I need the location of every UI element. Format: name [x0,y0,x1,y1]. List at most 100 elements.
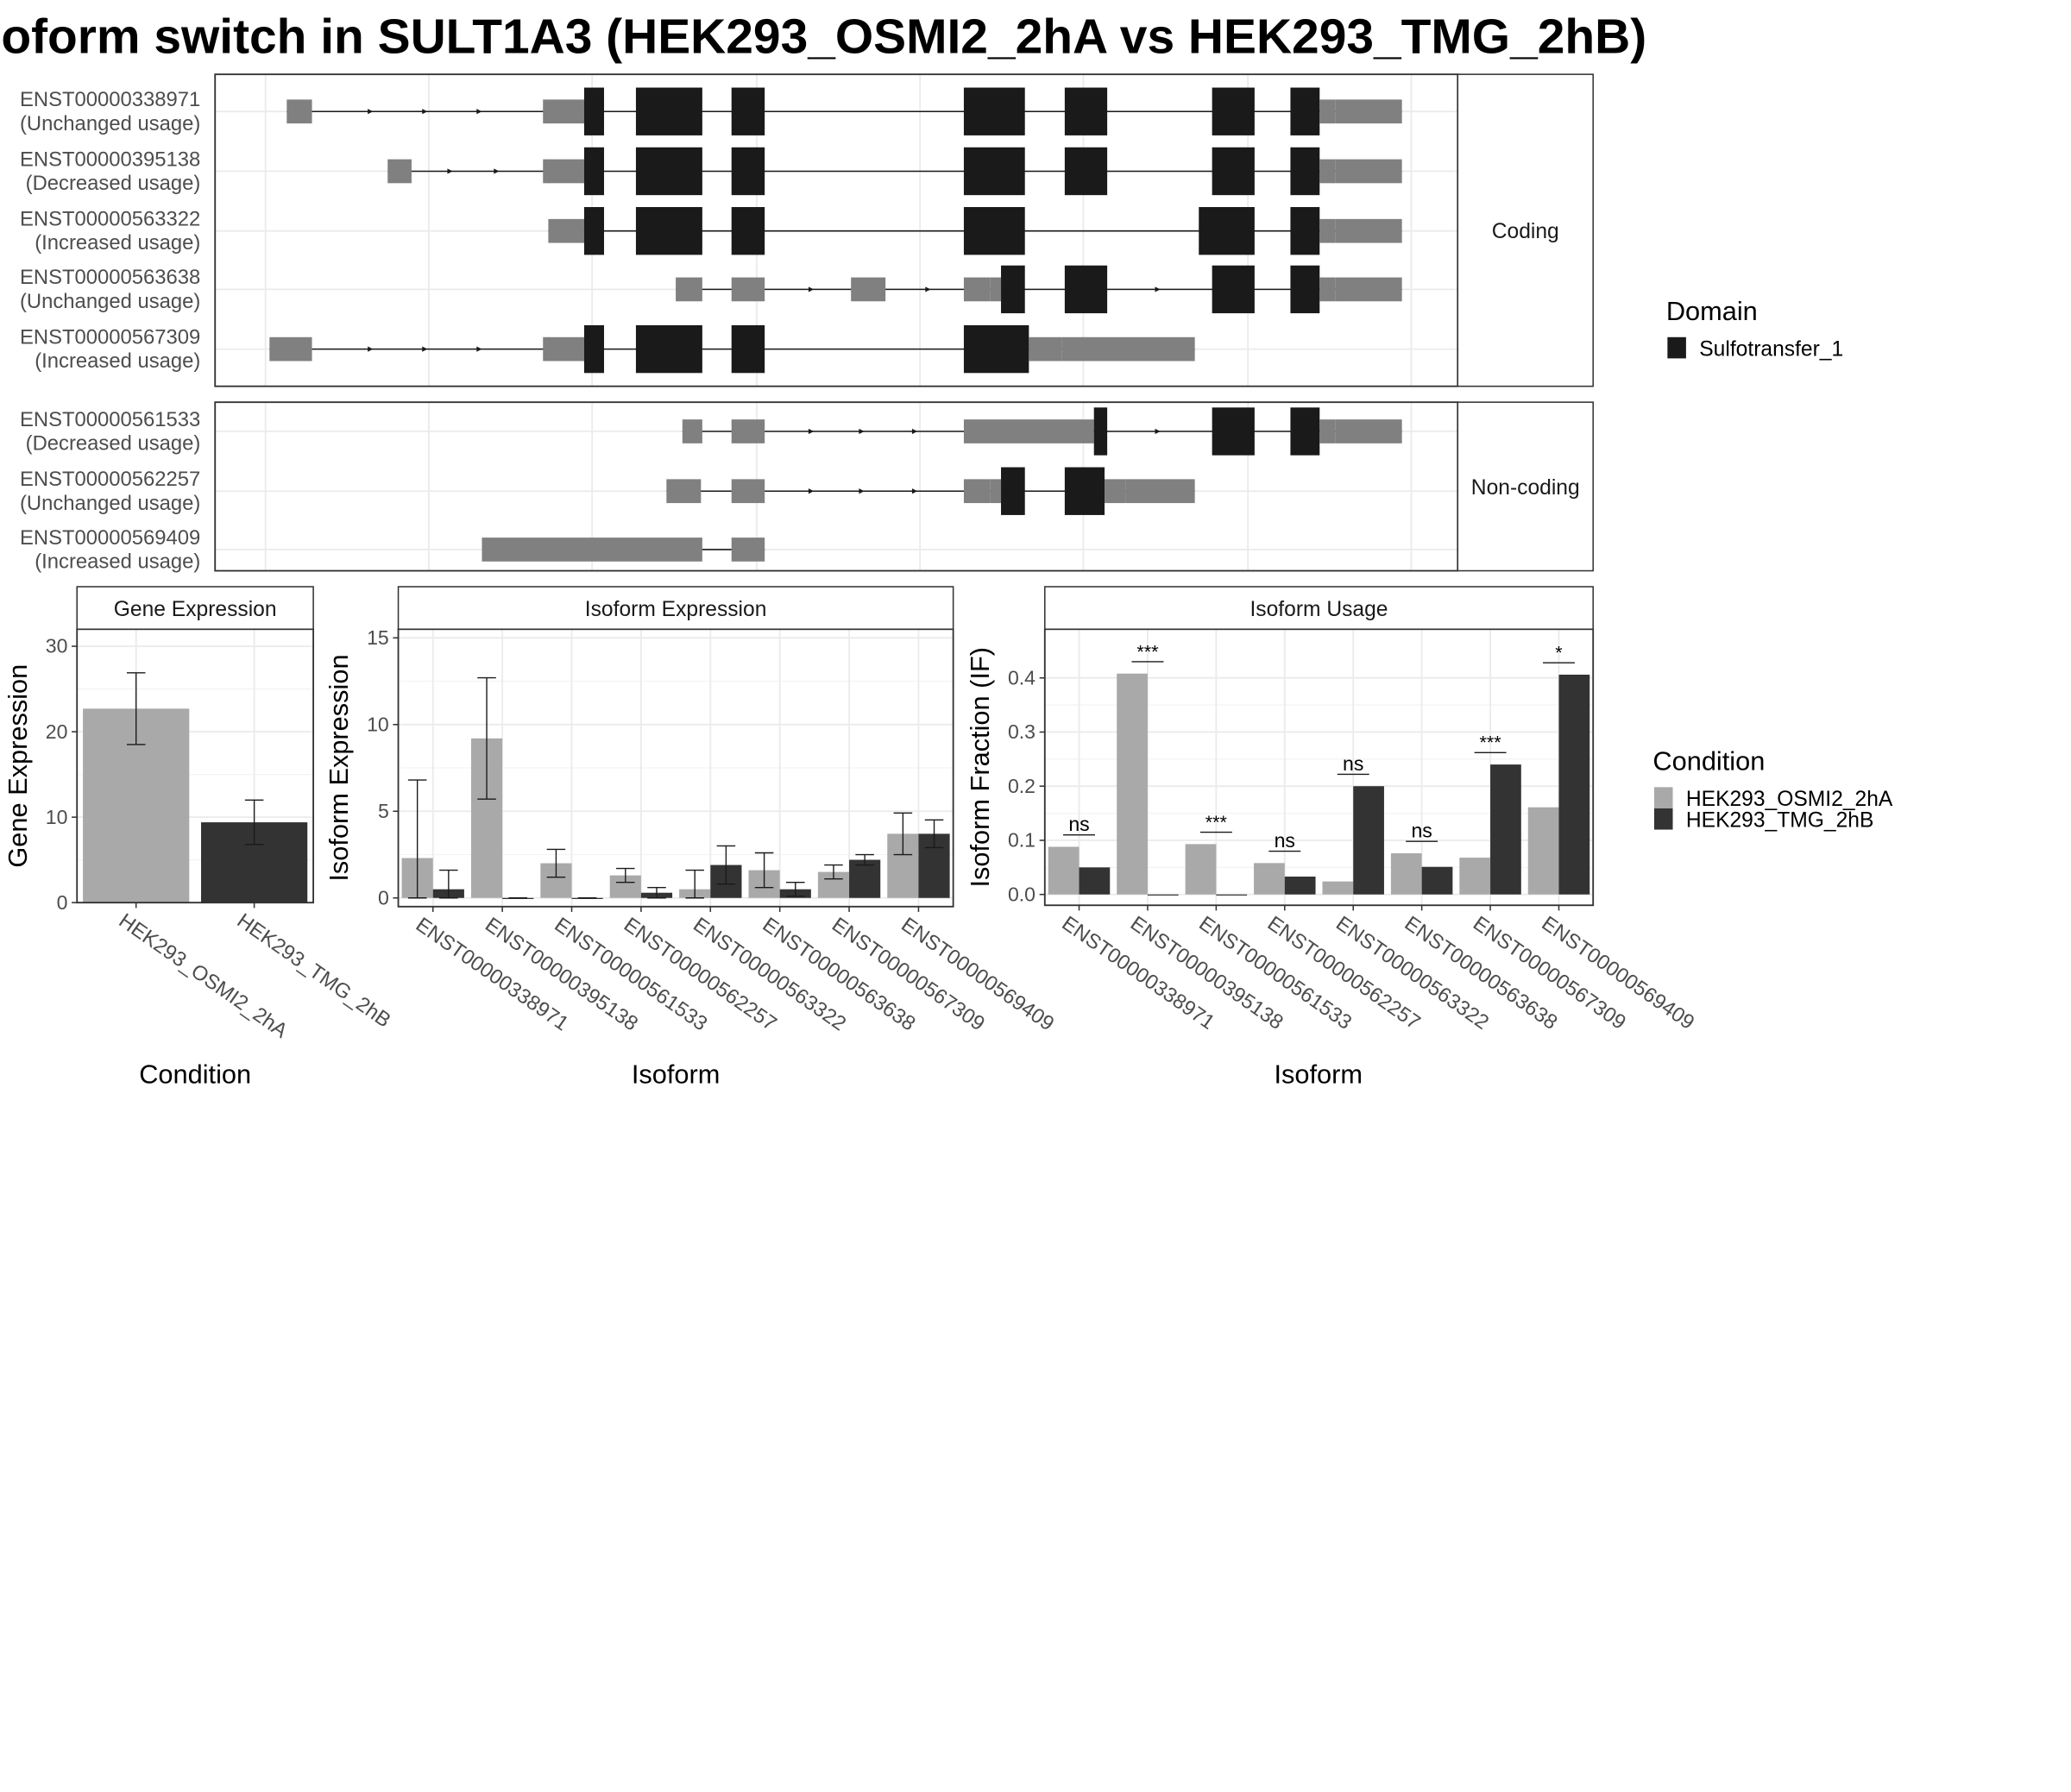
condition-legend-swatch-a [1653,787,1673,808]
intron-direction-arrow [925,286,931,292]
data-bar [1527,807,1559,895]
facet-strip [1457,401,1594,572]
transcript-usage-label: (Unchanged usage) [20,112,200,135]
intron-direction-arrow [422,109,428,115]
condition-legend-swatch-b [1653,808,1673,830]
exon-block [731,419,765,443]
exon-block [1319,99,1336,124]
domain-exon-block [731,207,765,255]
exon-block [543,99,550,124]
transcript-id-label: ENST00000561533 [20,408,200,431]
exon-block [387,159,412,184]
exon-block [666,479,702,504]
y-tick-label: 15 [367,626,389,649]
transcript-id-label: ENST00000567309 [20,325,200,349]
intron-direction-arrow [494,168,500,174]
facet-strip [1457,73,1594,387]
domain-exon-block [1212,147,1255,196]
intron-direction-arrow [1155,428,1161,435]
domain-exon-block [1212,87,1255,135]
intron-direction-arrow [808,428,815,435]
significance-label: ns [1068,813,1089,835]
condition-legend: Condition HEK293_OSMI2_2hA HEK293_TMG_2h… [1652,745,1892,832]
transcript-usage-label: (Unchanged usage) [20,290,200,313]
transcript-id-label: ENST00000562257 [20,468,200,491]
intron-direction-arrow [1155,286,1161,292]
data-bar [1079,867,1111,895]
facet-strip [1044,586,1594,631]
y-tick-label: 0.4 [1008,666,1036,689]
chart-title: Isoform Expression [585,598,767,621]
exon-block [1335,419,1402,443]
domain-exon-block [1064,467,1105,515]
exon-block [543,159,550,184]
domain-exon-block [1199,207,1255,255]
significance-label: *** [1136,641,1159,662]
exon-block [851,277,886,302]
exon-block [990,479,1002,504]
domain-exon-block [635,87,702,135]
exon-block [1319,159,1336,184]
y-tick-label: 0.0 [1008,883,1036,905]
domain-exon-block [635,147,702,196]
domain-legend-item: Sulfotransfer_1 [1699,337,1843,361]
data-bar [1390,853,1422,895]
data-bar [1490,764,1521,895]
domain-exon-block [963,147,1025,196]
exon-block [1335,218,1402,243]
exon-block [548,336,584,362]
y-tick-label: 0 [378,886,389,909]
data-bar [849,859,881,898]
domain-exon-block [635,324,702,374]
exon-block [731,538,765,562]
exon-block [1029,336,1062,362]
transcript-id-label: ENST00000563638 [20,266,200,289]
domain-exon-block [1212,265,1255,314]
data-bar [1284,877,1316,895]
x-axis-title: Condition [139,1059,251,1089]
transcript-id-label: ENST00000338971 [20,88,200,111]
chart-title: Isoform Usage [1250,598,1388,621]
y-tick-label: 0.1 [1008,829,1036,852]
exon-block [1335,277,1402,302]
x-axis-title: Isoform [1274,1059,1363,1089]
intron-direction-arrow [476,109,482,115]
exon-block [286,99,312,124]
exon-block [963,277,991,302]
significance-label: *** [1479,733,1501,753]
intron-direction-arrow [859,488,865,494]
exon-block [1125,479,1195,504]
intron-direction-arrow [368,346,374,352]
domain-exon-block [1001,265,1025,314]
exon-block [963,479,991,504]
exon-block [682,419,702,443]
y-tick-label: 0.3 [1008,720,1036,743]
transcript-structure-plot: ENST00000338971(Unchanged usage)ENST0000… [20,73,1594,573]
exon-block [1319,419,1336,443]
isoform-switch-figure: Isoform switch in SULT1A3 (HEK293_OSMI2_… [0,9,1893,1090]
domain-exon-block [963,207,1025,255]
domain-exon-block [1064,147,1108,196]
intron-direction-arrow [447,168,453,174]
domain-exon-block [583,147,605,196]
transcript-usage-label: (Increased usage) [35,231,200,255]
exon-block [731,479,765,504]
exon-block [963,419,1094,443]
exon-block [1061,336,1195,362]
exon-block [548,218,584,243]
facet-strip [76,586,314,631]
significance-label: ns [1275,829,1295,852]
domain-exon-block [1290,147,1320,196]
main-title: Isoform switch in SULT1A3 (HEK293_OSMI2_… [0,9,1646,65]
domain-exon-block [1290,407,1320,456]
structure-panel-bg [215,402,1458,571]
transcript-usage-label: (Decreased usage) [26,432,201,456]
domain-exon-block [1093,407,1108,456]
intron-direction-arrow [859,428,865,435]
exon-block [548,159,584,184]
data-bar [1048,846,1080,895]
domain-exon-block [963,324,1029,374]
exon-block [1105,479,1126,504]
